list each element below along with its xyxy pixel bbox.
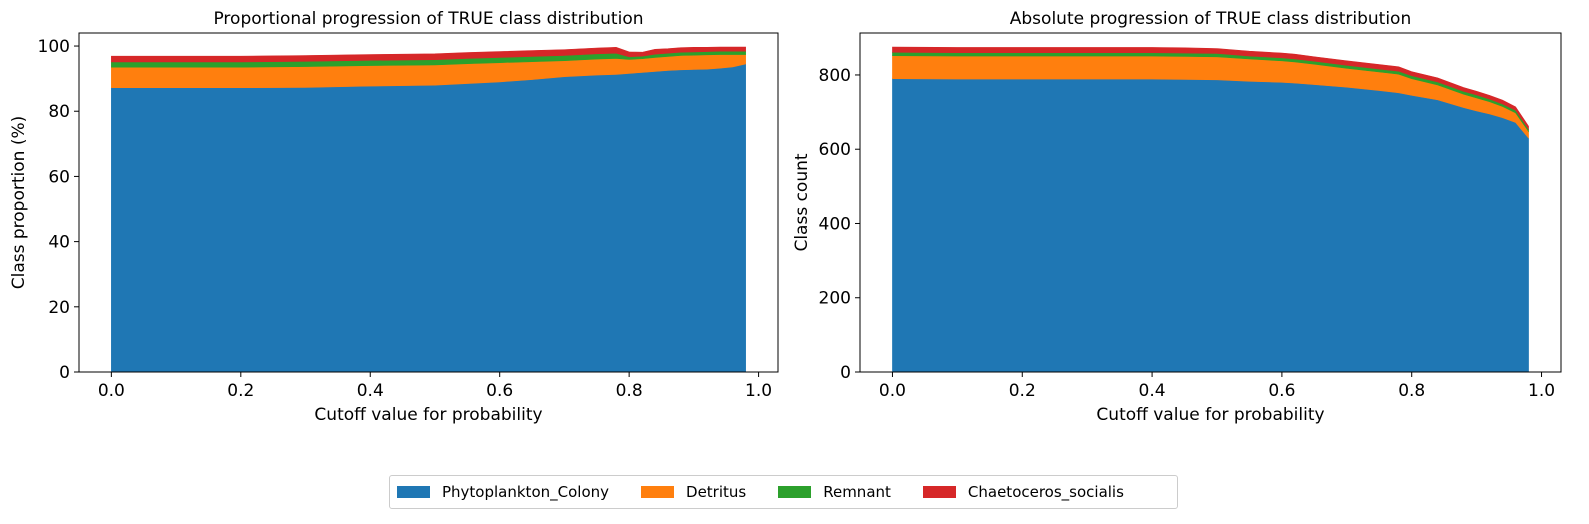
area-chaetoceros-socialis (111, 46, 746, 63)
proportional-chart-panel: 0.0 0.2 0.4 0.6 0.8 1.0 0 20 40 60 80 100 Proportion… (9, 9, 779, 425)
legend-swatch (778, 486, 812, 498)
legend-item: Phytoplankton_Colony (397, 483, 609, 501)
legend-swatch (922, 486, 956, 498)
legend-swatch (641, 486, 675, 498)
y-tick-label: 100 (38, 37, 70, 57)
x-tick-label: 1.0 (1528, 381, 1555, 401)
y-tick-label: 20 (48, 298, 70, 318)
legend-item: Chaetoceros_socialis (922, 483, 1124, 501)
x-tick-label: 0.0 (879, 381, 906, 401)
y-tick-label: 0 (840, 363, 851, 383)
chart-title: Proportional progression of TRUE class d… (213, 9, 643, 29)
absolute-chart-panel: 0.0 0.2 0.4 0.6 0.8 1.0 0 200 400 600 800 Absolute … (792, 9, 1562, 425)
x-tick-label: 0.2 (1009, 381, 1036, 401)
area-phytoplankton-colony (892, 78, 1529, 373)
y-tick-label: 0 (59, 363, 70, 383)
x-tick-label: 0.4 (357, 381, 384, 401)
x-axis-label: Cutoff value for probability (314, 405, 542, 425)
x-axis-label: Cutoff value for probability (1096, 405, 1324, 425)
y-tick-label: 600 (819, 140, 851, 160)
area-chaetoceros-socialis (892, 46, 1529, 131)
legend-label: Phytoplankton_Colony (442, 483, 610, 501)
y-axis-label: Class proportion (%) (9, 116, 29, 290)
legend-label: Remnant (823, 483, 891, 501)
y-tick-label: 80 (48, 102, 70, 122)
legend-label: Detritus (686, 483, 747, 501)
x-tick-label: 1.0 (745, 381, 772, 401)
y-tick-label: 60 (48, 167, 70, 187)
y-tick-label: 40 (48, 233, 70, 253)
x-tick-label: 0.6 (1268, 381, 1295, 401)
y-tick-label: 400 (819, 214, 851, 234)
legend-item: Remnant (778, 483, 891, 501)
chart-title: Absolute progression of TRUE class distr… (1010, 9, 1411, 29)
x-tick-label: 0.4 (1139, 381, 1166, 401)
x-tick-label: 0.6 (486, 381, 513, 401)
area-phytoplankton-colony (111, 63, 746, 373)
legend-label: Chaetoceros_socialis (967, 483, 1124, 501)
x-tick-label: 0.2 (227, 381, 254, 401)
plot-frame (859, 32, 1562, 373)
x-tick-label: 0.8 (1398, 381, 1425, 401)
x-tick-label: 0.8 (616, 381, 643, 401)
y-tick-label: 200 (819, 289, 851, 309)
x-tick-label: 0.0 (98, 381, 125, 401)
legend: Phytoplankton_Colony Detritus Remnant Ch… (389, 475, 1178, 509)
legend-swatch (397, 486, 430, 498)
legend-item: Detritus (641, 483, 746, 501)
y-tick-label: 800 (819, 66, 851, 86)
y-axis-label: Class count (792, 153, 812, 251)
plot-frame (78, 32, 779, 373)
